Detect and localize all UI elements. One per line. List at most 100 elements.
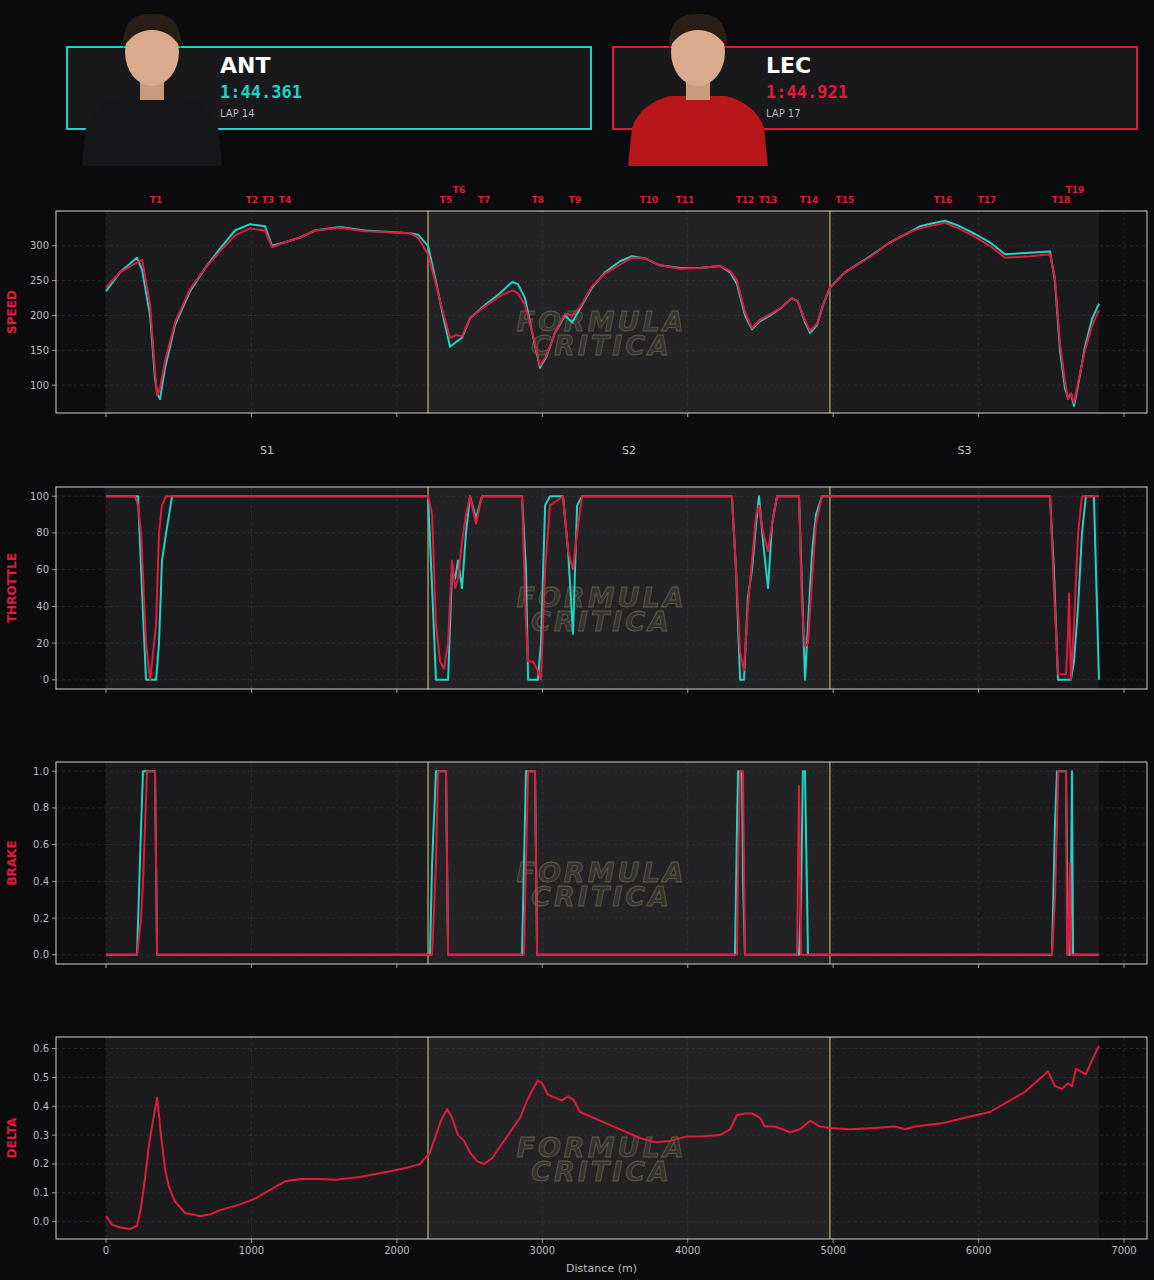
sector-bands bbox=[56, 1037, 1147, 1239]
turn-label: T16 bbox=[934, 195, 953, 205]
y-tick bbox=[52, 771, 56, 772]
grid-line bbox=[56, 280, 1147, 281]
series-group: ANTLEC bbox=[106, 496, 1099, 680]
grid-line bbox=[396, 211, 397, 413]
x-tick bbox=[542, 689, 543, 693]
grid-line bbox=[56, 807, 1147, 808]
plot-background bbox=[56, 487, 1147, 689]
y-tick-label: 0.6 bbox=[33, 839, 49, 850]
grid-line bbox=[56, 1192, 1147, 1193]
x-tick bbox=[833, 689, 834, 693]
x-tick-label: 6000 bbox=[966, 1245, 991, 1256]
y-tick-label: 80 bbox=[36, 527, 49, 538]
y-tick bbox=[52, 1106, 56, 1107]
grid-line bbox=[1124, 762, 1125, 964]
y-tick bbox=[52, 1077, 56, 1078]
y-tick-label: 100 bbox=[30, 491, 49, 502]
x-tick bbox=[687, 1239, 688, 1243]
turn-label: T10 bbox=[640, 195, 659, 205]
grid-line bbox=[396, 487, 397, 689]
x-tick bbox=[542, 413, 543, 417]
x-tick bbox=[106, 1239, 107, 1243]
sector-line bbox=[829, 487, 830, 689]
turn-label: T12 bbox=[736, 195, 755, 205]
grid-line bbox=[56, 1221, 1147, 1222]
turn-label: T14 bbox=[800, 195, 819, 205]
photo-hair bbox=[123, 14, 181, 48]
y-tick bbox=[52, 496, 56, 497]
sector-label: S1 bbox=[260, 444, 274, 457]
sector-band bbox=[106, 487, 428, 689]
grid-line bbox=[56, 771, 1147, 772]
series-line bbox=[106, 1046, 1099, 1229]
photo-body bbox=[82, 96, 222, 166]
grid-line bbox=[978, 487, 979, 689]
grid-line bbox=[251, 487, 252, 689]
y-tick bbox=[52, 954, 56, 955]
x-tick bbox=[687, 964, 688, 968]
grid-line bbox=[833, 211, 834, 413]
y-tick bbox=[52, 807, 56, 808]
series-group: ANTLEC bbox=[106, 771, 1099, 955]
grid-line bbox=[56, 844, 1147, 845]
plot-background bbox=[56, 762, 1147, 964]
turn-label: T19 bbox=[1066, 185, 1085, 195]
y-tick-label: 40 bbox=[36, 601, 49, 612]
y-tick-label: 0.4 bbox=[33, 1101, 49, 1112]
x-axis-title: Distance (m) bbox=[566, 1262, 637, 1275]
grid-line bbox=[396, 1037, 397, 1239]
x-tick-label: 2000 bbox=[384, 1245, 409, 1256]
turn-label: T15 bbox=[836, 195, 855, 205]
grid-line bbox=[56, 245, 1147, 246]
watermark: CRITICA bbox=[531, 330, 672, 361]
y-tick-label: 0.5 bbox=[33, 1072, 49, 1083]
y-tick-label: 200 bbox=[30, 310, 49, 321]
grid-line bbox=[978, 211, 979, 413]
y-tick bbox=[52, 1192, 56, 1193]
y-tick-label: 0.3 bbox=[33, 1130, 49, 1141]
sector-band bbox=[428, 211, 830, 413]
grid-line bbox=[106, 211, 107, 413]
turn-label: T3 bbox=[262, 195, 274, 205]
lap-time: 1:44.921 bbox=[766, 82, 848, 102]
sector-label: S2 bbox=[622, 444, 636, 457]
grid-line bbox=[251, 762, 252, 964]
y-tick bbox=[52, 315, 56, 316]
x-tick bbox=[833, 964, 834, 968]
grid-line bbox=[396, 762, 397, 964]
series-line: ANT bbox=[106, 221, 1099, 406]
x-tick bbox=[1124, 689, 1125, 693]
driver-card: LEC1:44.921LAP 17 bbox=[613, 14, 1137, 166]
grid-line bbox=[687, 1037, 688, 1239]
turn-label: T8 bbox=[532, 195, 544, 205]
turn-label: T9 bbox=[569, 195, 581, 205]
sector-band bbox=[106, 1037, 428, 1239]
grid-line bbox=[1124, 1037, 1125, 1239]
y-tick bbox=[52, 245, 56, 246]
y-axis-title: DELTA bbox=[5, 1117, 19, 1158]
x-tick bbox=[687, 689, 688, 693]
turn-label: T13 bbox=[759, 195, 778, 205]
turn-label: T7 bbox=[478, 195, 490, 205]
y-tick-label: 150 bbox=[30, 345, 49, 356]
plot-background bbox=[56, 211, 1147, 413]
y-tick bbox=[52, 1163, 56, 1164]
grid-line bbox=[833, 487, 834, 689]
watermark: CRITICA bbox=[531, 1156, 672, 1187]
y-tick bbox=[52, 532, 56, 533]
y-tick bbox=[52, 679, 56, 680]
grid-line bbox=[56, 1048, 1147, 1049]
x-tick bbox=[978, 413, 979, 417]
sector-line bbox=[428, 1037, 429, 1239]
x-tick bbox=[978, 1239, 979, 1243]
sector-band bbox=[830, 1037, 1099, 1239]
plot-frame bbox=[56, 487, 1147, 689]
sector-line bbox=[829, 1037, 830, 1239]
y-tick-label: 0.2 bbox=[33, 1158, 49, 1169]
panel: FORMULACRITICAANTLEC0.00.20.40.60.81.0BR… bbox=[5, 762, 1147, 968]
sector-line bbox=[428, 762, 429, 964]
x-tick bbox=[106, 413, 107, 417]
y-tick bbox=[52, 1048, 56, 1049]
grid-line bbox=[1124, 211, 1125, 413]
grid-line bbox=[56, 1106, 1147, 1107]
